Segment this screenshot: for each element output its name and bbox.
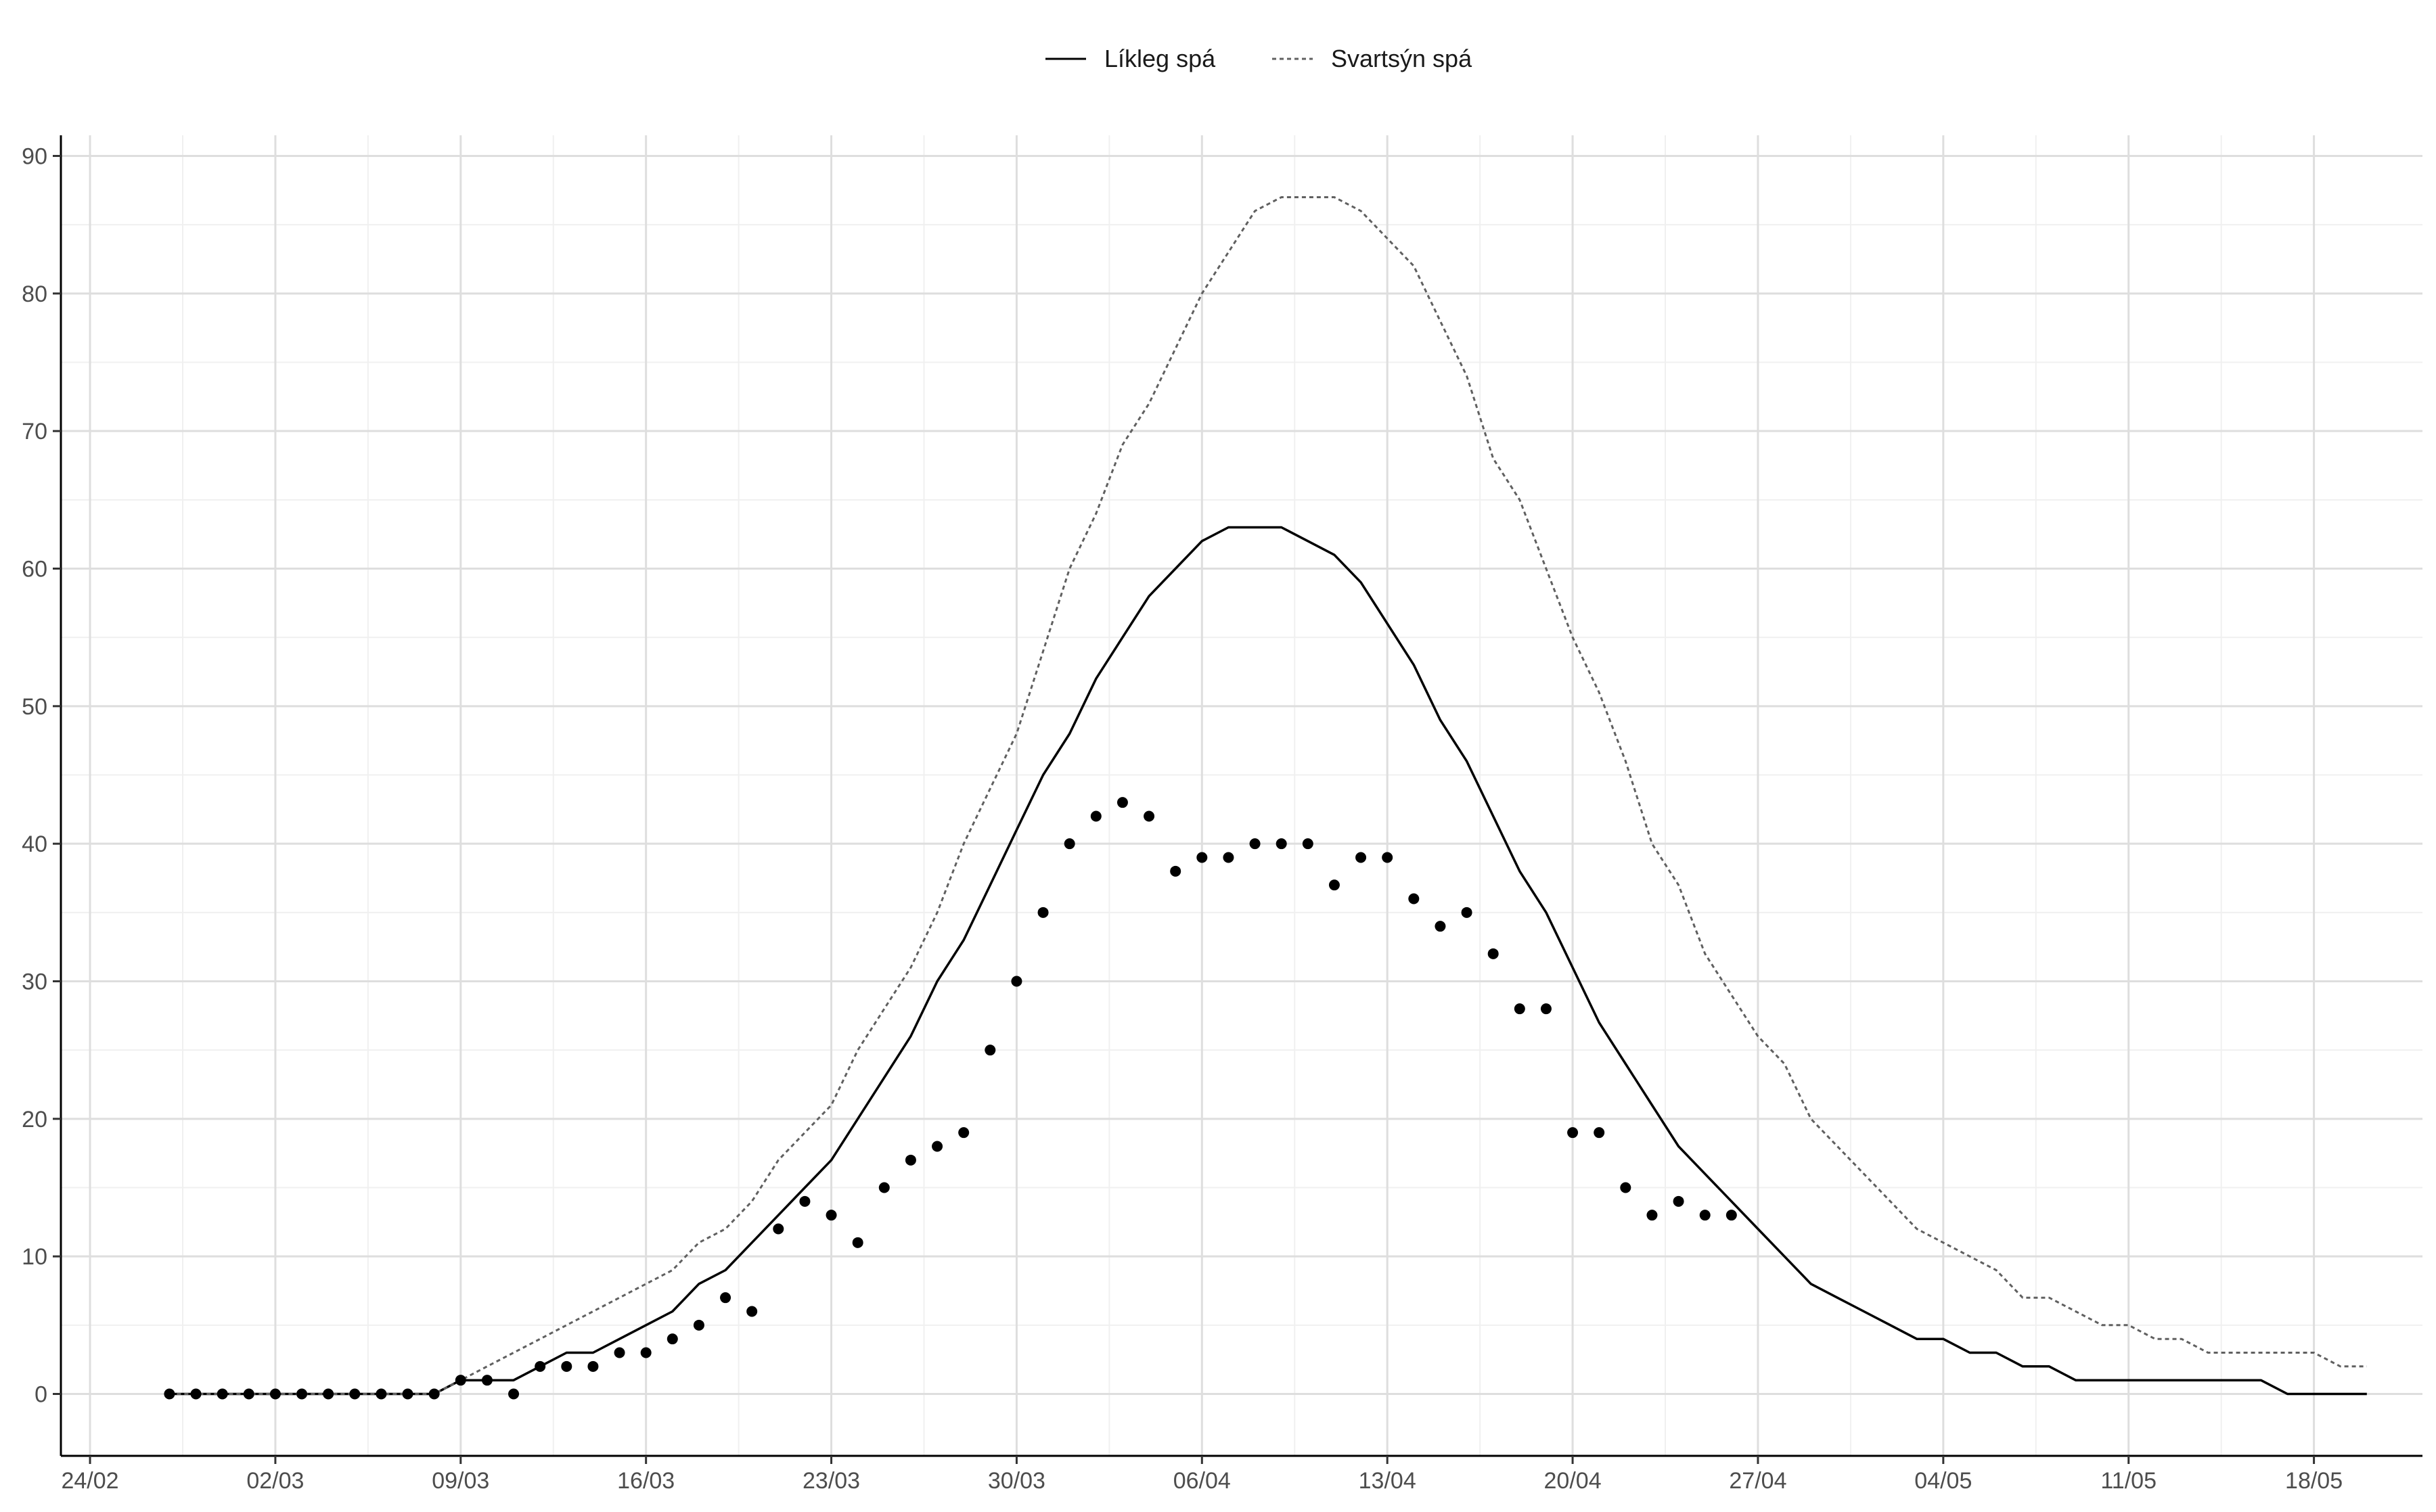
observed-point [1699, 1210, 1711, 1221]
observed-point [720, 1292, 731, 1304]
observed-point [217, 1388, 228, 1400]
observed-point [481, 1375, 493, 1386]
y-tick-label: 80 [22, 281, 47, 307]
observed-point [269, 1388, 281, 1400]
observed-point [1646, 1210, 1658, 1221]
observed-point [693, 1319, 704, 1331]
observed-point [349, 1388, 361, 1400]
observed-point [1461, 907, 1472, 918]
x-tick-label: 09/03 [432, 1468, 489, 1494]
observed-point [878, 1182, 890, 1193]
y-tick-label: 0 [35, 1382, 47, 1408]
observed-point [799, 1195, 811, 1207]
y-tick-label: 50 [22, 694, 47, 720]
observed-point [376, 1388, 387, 1400]
observed-point [1064, 838, 1075, 850]
observed-point [1620, 1182, 1631, 1193]
observed-point [164, 1388, 175, 1400]
observed-point [1144, 810, 1155, 822]
observed-point [1487, 948, 1499, 959]
observed-point [826, 1210, 837, 1221]
observed-point [1435, 921, 1446, 932]
observed-point [932, 1141, 943, 1152]
legend: Líkleg spá Svartsýn spá [1045, 45, 1472, 72]
observed-point [1514, 1003, 1525, 1015]
observed-point [323, 1388, 334, 1400]
x-tick-label: 11/05 [2100, 1468, 2157, 1494]
x-tick-label: 13/04 [1359, 1468, 1416, 1494]
observed-point [508, 1388, 520, 1400]
observed-point [1355, 852, 1367, 863]
y-tick-label: 20 [22, 1107, 47, 1132]
legend-label-svartsyn: Svartsýn spá [1331, 45, 1472, 72]
y-tick-label: 90 [22, 144, 47, 170]
x-tick-label: 24/02 [61, 1468, 118, 1494]
observed-point [1673, 1195, 1684, 1207]
ticks-layer: 24/02 02/03 09/03 16/03 23/03 30/03 06/04 13/04… [22, 144, 2343, 1494]
observed-point [561, 1360, 572, 1372]
observed-point [455, 1375, 466, 1386]
series-svartsyn-spa-line [169, 196, 2367, 1395]
observed-point [428, 1388, 440, 1400]
y-tick-label: 70 [22, 419, 47, 444]
observed-point [1090, 810, 1102, 822]
observed-point [1408, 893, 1420, 904]
y-tick-label: 10 [22, 1244, 47, 1270]
observed-point [1249, 838, 1261, 850]
observed-point [640, 1347, 652, 1358]
observed-point [1726, 1210, 1737, 1221]
observed-point [1011, 976, 1022, 987]
observed-point [243, 1388, 254, 1400]
observed-point [1223, 852, 1234, 863]
x-tick-label: 04/05 [1914, 1468, 1972, 1494]
observed-point [1540, 1003, 1552, 1015]
y-tick-label: 30 [22, 969, 47, 995]
x-tick-label: 30/03 [988, 1468, 1045, 1494]
observed-point [1276, 838, 1287, 850]
observed-point [535, 1360, 546, 1372]
observed-point [1382, 852, 1393, 863]
observed-point [1116, 797, 1128, 808]
observed-point [985, 1045, 996, 1056]
observed-point [190, 1388, 202, 1400]
observed-point [773, 1223, 784, 1235]
observed-point [746, 1306, 758, 1317]
x-tick-label: 02/03 [246, 1468, 304, 1494]
observed-point [1196, 852, 1208, 863]
observed-point [402, 1388, 413, 1400]
observed-point [852, 1237, 863, 1248]
x-tick-label: 27/04 [1729, 1468, 1786, 1494]
observed-point [1328, 879, 1340, 891]
observed-point [587, 1360, 599, 1372]
observed-point [296, 1388, 308, 1400]
observed-point [614, 1347, 625, 1358]
axes [60, 135, 2422, 1457]
observed-point [1302, 838, 1313, 850]
x-tick-label: 18/05 [2285, 1468, 2343, 1494]
grid-major [61, 135, 2422, 1456]
observed-point [905, 1154, 916, 1166]
legend-label-likleg: Líkleg spá [1104, 45, 1216, 72]
x-tick-label: 06/04 [1173, 1468, 1231, 1494]
observed-point [1594, 1127, 1605, 1139]
observed-point [1567, 1127, 1579, 1139]
observed-point [958, 1127, 970, 1139]
grid-minor [61, 135, 2422, 1456]
x-tick-label: 20/04 [1544, 1468, 1602, 1494]
x-tick-label: 23/03 [803, 1468, 860, 1494]
y-tick-label: 60 [22, 557, 47, 582]
x-tick-label: 16/03 [617, 1468, 675, 1494]
observed-point [667, 1333, 678, 1345]
observed-point [1037, 907, 1049, 918]
points-layer [164, 797, 1737, 1400]
observed-point [1170, 865, 1181, 877]
y-tick-label: 40 [22, 831, 47, 857]
